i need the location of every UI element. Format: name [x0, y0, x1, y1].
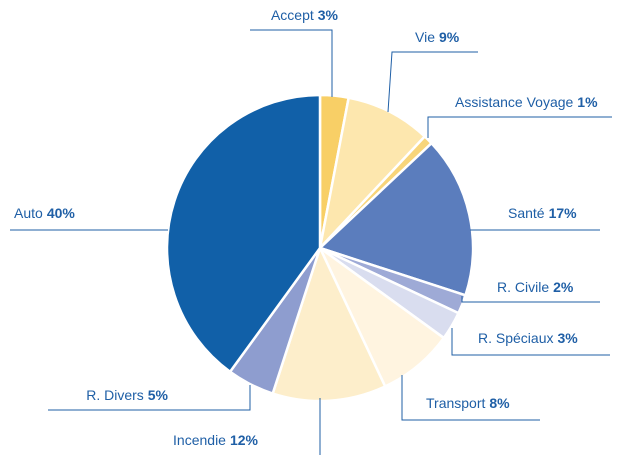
value-label: 9% [439, 29, 460, 45]
slice-label: Vie 9% [415, 29, 460, 45]
pie-slice [317, 141, 475, 297]
leader-line [387, 51, 478, 113]
pie-slice [165, 93, 322, 374]
category-name: Incendie [173, 432, 226, 448]
category-name: Santé [508, 205, 545, 221]
leader-line [461, 296, 600, 303]
value-label: 3% [318, 7, 339, 23]
pie-slice [317, 96, 427, 252]
leader-line [401, 375, 540, 421]
slice-label: Auto 40% [14, 205, 75, 221]
slice-label: Assistance Voyage 1% [455, 94, 598, 110]
value-label: 8% [489, 395, 510, 411]
category-name: R. Civile [497, 279, 549, 295]
slice-label: Santé 17% [508, 205, 577, 221]
leader-line [48, 385, 251, 411]
category-name: R. Divers [86, 387, 144, 403]
value-label: 17% [549, 205, 578, 221]
value-label: 40% [47, 205, 76, 221]
leader-line [427, 116, 612, 138]
slice-label: R. Divers 5% [86, 387, 168, 403]
category-name: Accept [271, 7, 314, 23]
leader-line [250, 29, 333, 97]
value-label: 12% [230, 432, 259, 448]
slice-label: Transport 8% [426, 395, 510, 411]
value-label: 2% [553, 279, 574, 295]
leader-line [451, 328, 610, 356]
category-name: Vie [415, 29, 435, 45]
category-name: Assistance Voyage [455, 94, 574, 110]
value-label: 3% [557, 330, 578, 346]
slice-label: Accept 3% [271, 7, 339, 23]
slice-label: Incendie 12% [173, 432, 259, 448]
value-label: 1% [577, 94, 598, 110]
category-name: Auto [14, 205, 43, 221]
value-label: 5% [148, 387, 169, 403]
category-name: R. Spéciaux [478, 330, 553, 346]
slice-label: R. Spéciaux 3% [478, 330, 578, 346]
category-name: Transport [426, 395, 486, 411]
slice-label: R. Civile 2% [497, 279, 574, 295]
pie-slice [271, 244, 387, 403]
